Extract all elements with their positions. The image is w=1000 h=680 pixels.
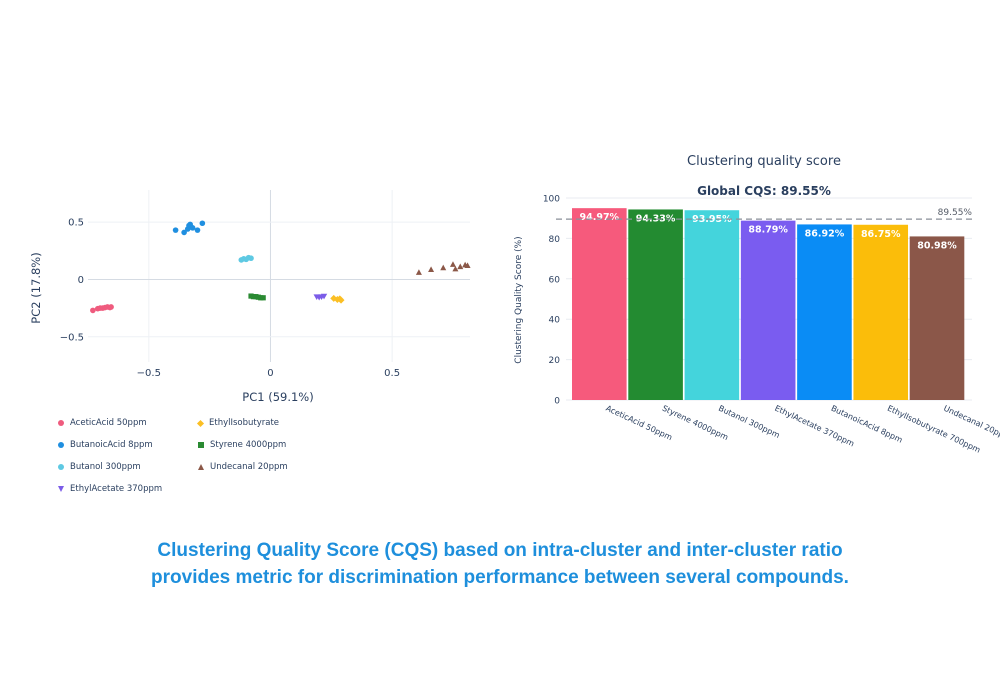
caption-line-1: Clustering Quality Score (CQS) based on … bbox=[157, 540, 843, 561]
bar-series: 94.97% 94.33% 93.95% 88.79% 86.92% 86.75% 80.9… bbox=[572, 208, 965, 400]
scatter-x-axis-label: PC1 (59.1%) bbox=[242, 390, 313, 404]
point-ethylisobutyrate bbox=[337, 296, 345, 304]
point-undecanal-20ppm bbox=[457, 263, 464, 270]
cqs-bar-chart: Clustering quality score Global CQS: 89.… bbox=[514, 154, 1000, 455]
point-butanol-300ppm bbox=[248, 255, 254, 262]
legend-marker-icon bbox=[58, 420, 64, 426]
point-butanoicacid-8ppm bbox=[189, 225, 196, 231]
reference-line-label: 89.55% bbox=[938, 208, 973, 218]
bar-y-tick-label: 40 bbox=[549, 316, 561, 326]
legend-marker-icon bbox=[58, 442, 64, 448]
point-butanoicacid-8ppm bbox=[194, 227, 201, 233]
legend-label: EthylIsobutyrate bbox=[209, 418, 280, 428]
bar-value-label: 86.75% bbox=[861, 229, 901, 240]
legend-label: ButanoicAcid 8ppm bbox=[70, 440, 153, 450]
bar-value-label: 93.95% bbox=[692, 214, 732, 225]
legend-label: Butanol 300ppm bbox=[70, 462, 141, 472]
bar-butanoicacid-8ppm bbox=[797, 224, 852, 400]
scatter-y-axis-label: PC2 (17.8%) bbox=[29, 252, 43, 323]
global-cqs-reference-line: 89.55% bbox=[556, 208, 973, 220]
bar-undecanal-20ppm bbox=[909, 236, 965, 400]
point-undecanal-20ppm bbox=[464, 262, 471, 268]
bar-chart-subtitle: Global CQS: 89.55% bbox=[697, 184, 831, 198]
bar-y-tick-label: 80 bbox=[549, 235, 561, 245]
legend-item-ethylisobutyrate[interactable]: EthylIsobutyrate bbox=[196, 418, 280, 428]
legend-marker-icon bbox=[196, 419, 205, 427]
legend-marker-icon bbox=[58, 464, 64, 470]
legend-label: Undecanal 20ppm bbox=[210, 462, 288, 472]
bar-y-tick-label: 0 bbox=[554, 397, 560, 407]
bar-y-tick-label: 100 bbox=[543, 195, 560, 205]
legend-label: AceticAcid 50ppm bbox=[70, 418, 147, 428]
bar-value-label: 80.98% bbox=[917, 240, 957, 251]
point-undecanal-20ppm bbox=[428, 266, 435, 272]
bar-y-tick-label: 60 bbox=[549, 275, 561, 285]
legend-item-undecanal-20ppm[interactable]: Undecanal 20ppm bbox=[198, 462, 288, 472]
legend-marker-icon bbox=[58, 486, 64, 492]
bar-butanol-300ppm bbox=[684, 210, 740, 400]
point-butanoicacid-8ppm bbox=[199, 220, 206, 227]
bar-ethylisobutyrate-700ppm bbox=[853, 224, 909, 400]
bar-category-label: EthylIsobutyrate 700ppm bbox=[886, 404, 982, 455]
point-undecanal-20ppm bbox=[449, 261, 456, 267]
scatter-points bbox=[90, 220, 471, 314]
legend-marker-icon bbox=[198, 464, 204, 470]
scatter-y-tick-label: 0.5 bbox=[68, 218, 84, 229]
legend-item-butanol-300ppm[interactable]: Butanol 300ppm bbox=[58, 462, 141, 472]
legend-item-butanoicacid-8ppm[interactable]: ButanoicAcid 8ppm bbox=[58, 440, 153, 450]
scatter-y-tick-label: −0.5 bbox=[60, 332, 84, 343]
scatter-gridlines bbox=[88, 190, 470, 362]
legend-label: Styrene 4000ppm bbox=[210, 440, 287, 450]
legend-item-styrene-4000ppm[interactable]: Styrene 4000ppm bbox=[198, 440, 286, 450]
point-styrene-4000ppm bbox=[260, 295, 266, 301]
scatter-x-tick-label: −0.5 bbox=[137, 368, 161, 379]
pca-scatter-chart: −0.5 0 0.5 −0.5 0 0.5 PC1 (59.1%) PC2 (17.8%) bbox=[29, 190, 471, 404]
legend-label: EthylAcetate 370ppm bbox=[70, 484, 163, 494]
bar-value-label: 94.33% bbox=[636, 213, 676, 224]
point-undecanal-20ppm bbox=[452, 265, 459, 272]
bar-styrene-4000ppm bbox=[628, 209, 683, 400]
bar-value-label: 86.92% bbox=[805, 228, 845, 239]
point-undecanal-20ppm bbox=[440, 264, 447, 271]
bar-value-label: 88.79% bbox=[748, 225, 788, 236]
point-aceticacid-50ppm bbox=[108, 304, 114, 310]
figure-caption: Clustering Quality Score (CQS) based on … bbox=[0, 537, 1000, 591]
bar-chart-title: Clustering quality score bbox=[687, 154, 841, 169]
point-aceticacid-50ppm bbox=[90, 307, 96, 314]
bar-value-label: 94.97% bbox=[580, 212, 620, 223]
bar-ethylacetate-370ppm bbox=[740, 220, 796, 400]
bar-y-axis-label: Clustering Quality Score (%) bbox=[514, 236, 524, 363]
scatter-y-tick-label: 0 bbox=[78, 275, 84, 286]
scatter-x-tick-label: 0 bbox=[267, 368, 273, 379]
legend-marker-icon bbox=[198, 442, 204, 448]
caption-line-2: provides metric for discrimination perfo… bbox=[151, 567, 849, 588]
bar-y-tick-label: 20 bbox=[549, 356, 561, 366]
scatter-axes: −0.5 0 0.5 −0.5 0 0.5 bbox=[60, 218, 400, 379]
legend-item-aceticacid-50ppm[interactable]: AceticAcid 50ppm bbox=[58, 418, 147, 428]
scatter-x-tick-label: 0.5 bbox=[384, 368, 400, 379]
point-undecanal-20ppm bbox=[415, 269, 422, 275]
point-butanoicacid-8ppm bbox=[181, 229, 187, 236]
point-butanoicacid-8ppm bbox=[172, 227, 179, 233]
bar-aceticacid-50ppm bbox=[572, 208, 627, 400]
point-ethylacetate-370ppm bbox=[320, 293, 328, 300]
legend-item-ethylacetate-370ppm[interactable]: EthylAcetate 370ppm bbox=[58, 484, 162, 494]
